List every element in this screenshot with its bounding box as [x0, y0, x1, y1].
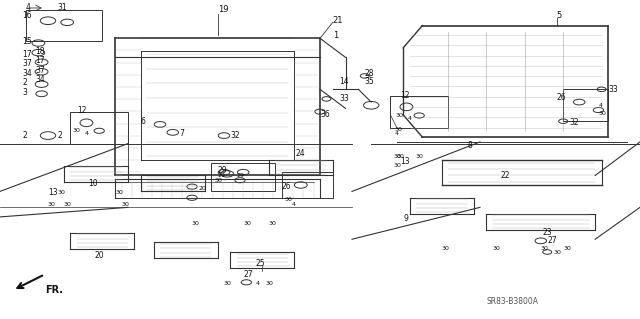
- Text: 30: 30: [598, 111, 606, 116]
- Text: 30: 30: [397, 154, 404, 159]
- Text: 30: 30: [266, 281, 273, 286]
- Text: 30: 30: [396, 113, 403, 118]
- Text: 34: 34: [35, 75, 45, 84]
- Text: SR83-B3800A: SR83-B3800A: [486, 297, 538, 306]
- Bar: [211, 163, 275, 191]
- Text: 30: 30: [72, 128, 80, 133]
- Text: 4: 4: [256, 281, 260, 286]
- Text: 20: 20: [94, 251, 104, 260]
- Text: 19: 19: [218, 5, 228, 14]
- Text: 27: 27: [547, 236, 557, 245]
- Text: 7: 7: [179, 129, 184, 138]
- Text: 29: 29: [218, 166, 227, 175]
- Text: 30: 30: [394, 163, 401, 168]
- Text: 30: 30: [214, 178, 222, 183]
- Bar: [26, 10, 102, 41]
- Text: 26: 26: [557, 93, 566, 102]
- Text: 29: 29: [218, 173, 225, 178]
- Text: 13: 13: [400, 157, 410, 166]
- Bar: [390, 96, 448, 128]
- Text: 30: 30: [394, 154, 401, 159]
- Text: 4: 4: [26, 4, 31, 12]
- Text: 30: 30: [122, 202, 129, 207]
- Text: 30: 30: [541, 246, 548, 251]
- Bar: [563, 89, 608, 121]
- Text: 31: 31: [58, 4, 67, 12]
- Text: 30: 30: [224, 281, 232, 286]
- Text: 2: 2: [58, 131, 62, 140]
- Text: 12: 12: [77, 106, 86, 115]
- Text: 14: 14: [339, 77, 349, 86]
- Text: 4: 4: [291, 202, 295, 207]
- Text: 25: 25: [256, 259, 266, 268]
- Text: 18: 18: [35, 47, 45, 56]
- Text: 20: 20: [198, 186, 206, 191]
- Text: 30: 30: [48, 202, 56, 207]
- Bar: [282, 172, 333, 198]
- Text: 32: 32: [570, 118, 579, 127]
- Text: 21: 21: [333, 16, 343, 25]
- Text: 33: 33: [339, 94, 349, 103]
- Text: 35: 35: [365, 77, 374, 86]
- Text: 8: 8: [467, 141, 472, 150]
- Text: 4: 4: [395, 131, 399, 137]
- Text: 30: 30: [115, 190, 123, 196]
- Text: 9: 9: [403, 214, 408, 223]
- Text: 30: 30: [58, 190, 65, 196]
- Text: 30: 30: [554, 249, 561, 255]
- Text: 30: 30: [442, 246, 449, 251]
- Text: 30: 30: [563, 246, 571, 251]
- Text: 5: 5: [557, 11, 562, 20]
- Text: 12: 12: [400, 91, 410, 100]
- Text: 24: 24: [296, 149, 306, 158]
- Text: 26: 26: [282, 182, 291, 191]
- Text: 1: 1: [333, 31, 338, 40]
- Text: 22: 22: [501, 171, 510, 180]
- Text: 37: 37: [35, 66, 45, 75]
- Text: 27: 27: [243, 270, 253, 279]
- Bar: [70, 112, 128, 144]
- Text: 30: 30: [285, 197, 292, 202]
- Text: 2: 2: [22, 131, 27, 140]
- Text: 30: 30: [243, 221, 251, 226]
- Text: 34: 34: [22, 69, 32, 78]
- Text: 2: 2: [22, 78, 27, 87]
- Text: 6: 6: [141, 117, 146, 126]
- Text: 28: 28: [365, 69, 374, 78]
- Text: 30: 30: [64, 202, 72, 207]
- Text: 37: 37: [22, 59, 32, 68]
- Text: 30: 30: [192, 221, 200, 226]
- Text: 17: 17: [35, 56, 45, 65]
- Text: 4: 4: [598, 103, 602, 108]
- Text: 30: 30: [269, 221, 276, 226]
- Text: 30: 30: [395, 127, 403, 132]
- Text: 16: 16: [22, 11, 32, 20]
- Text: 33: 33: [608, 85, 618, 94]
- Text: 23: 23: [542, 228, 552, 237]
- Text: 29: 29: [237, 173, 245, 178]
- Text: 30: 30: [416, 154, 424, 159]
- Text: 13: 13: [48, 189, 58, 197]
- Text: 3: 3: [22, 88, 28, 97]
- Text: FR.: FR.: [45, 285, 63, 295]
- Text: 36: 36: [320, 110, 330, 119]
- Text: 4: 4: [85, 130, 89, 136]
- Text: 32: 32: [230, 131, 240, 140]
- Text: 30: 30: [493, 246, 500, 251]
- Text: 4: 4: [408, 115, 412, 121]
- Text: 15: 15: [22, 37, 32, 46]
- Text: 10: 10: [88, 179, 98, 188]
- Text: 17: 17: [22, 50, 32, 59]
